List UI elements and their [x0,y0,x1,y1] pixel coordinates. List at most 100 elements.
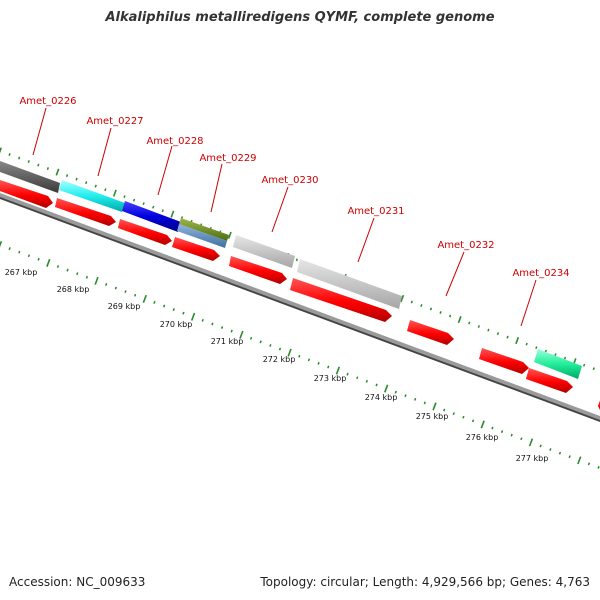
gene-label-amet-0226: Amet_0226 [19,96,76,107]
inner-ring-minor-tick [452,412,455,416]
outer-ring-major-tick [55,168,60,176]
gene-label-amet-0229: Amet_0229 [199,153,256,164]
kbp-label-276: 276 kbp [466,433,499,442]
leader-amet-0226 [32,107,47,156]
kbp-label-270: 270 kbp [160,320,193,329]
inner-ring-major-tick [384,384,389,393]
outer-ring-minor-tick [496,332,500,336]
outer-ring-minor-tick [429,307,433,311]
inner-ring-major-tick [480,420,485,429]
inner-ring-minor-tick [76,272,79,276]
gene-label-amet-0227: Amet_0227 [86,116,143,127]
inner-ring-minor-tick [134,293,137,297]
outer-ring-minor-tick [94,184,97,188]
gene-amet-0227-feature [59,180,125,212]
outer-ring-minor-tick [152,205,155,209]
inner-ring-minor-tick [365,379,368,383]
gene-labels: Amet_0226 Amet_0227 Amet_0228 Amet_0229 … [19,96,569,279]
outer-ring-minor-tick [535,346,538,350]
genome-backbone [0,193,600,422]
inner-ring-minor-tick [500,430,504,434]
outer-ring-major-tick [515,337,520,345]
outer-ring-minor-tick [439,311,442,314]
inner-ring-major-tick [432,402,437,411]
reverse-gene-4 [172,237,220,261]
outer-ring-major-tick [227,231,232,239]
outer-ring-major-tick [170,210,175,218]
inner-ring-minor-tick [443,408,446,412]
inner-ring-minor-tick [37,257,40,261]
reverse-gene-3 [118,219,172,245]
gene-amet-0229-feature [179,218,229,241]
outer-ring-minor-tick [27,160,30,163]
kbp-label-269: 269 kbp [108,302,141,311]
kbp-label-277: 277 kbp [516,454,549,463]
inner-ring-minor-tick [105,283,108,286]
forward-strand-genes [0,161,582,379]
inner-ring-minor-tick [597,466,600,469]
gene-label-amet-0234: Amet_0234 [512,268,569,279]
outer-ring-minor-tick [46,167,50,170]
kbp-label-274: 274 kbp [365,393,398,402]
genome-title: Alkaliphilus metalliredigens QYMF, compl… [105,10,495,25]
inner-ring-minor-tick [201,318,204,322]
inner-tick-ring [0,241,600,469]
inner-ring-minor-tick [27,254,31,258]
outer-ring-minor-tick [75,177,78,181]
inner-ring-minor-tick [114,286,117,290]
inner-ring-minor-tick [549,448,552,451]
inner-ring-minor-tick [211,322,214,326]
kbp-label-275: 275 kbp [416,412,449,421]
inner-ring-major-tick [190,312,196,321]
outer-ring-minor-tick [563,356,567,360]
inner-ring-minor-tick [413,397,417,401]
reverse-gene-9 [526,368,573,393]
gene-amet-0226-feature [0,161,60,193]
gene-label-leaders [32,107,537,327]
reverse-gene-8 [479,348,529,374]
outer-ring-minor-tick [123,195,126,199]
reverse-gene-1 [0,180,53,208]
leader-amet-0230 [271,186,289,233]
gene-label-amet-0230: Amet_0230 [261,175,318,186]
reverse-strand-genes [0,180,600,410]
inner-ring-minor-tick [423,401,426,405]
reverse-gene-2 [55,198,116,226]
outer-ring-minor-tick [468,321,471,325]
inner-ring-major-tick [239,330,244,339]
outer-ring-minor-tick [525,342,528,346]
outer-ring-minor-tick [544,349,547,353]
reverse-gene-5 [229,256,287,284]
leader-amet-0229 [210,163,223,213]
inner-ring-minor-tick [259,340,262,344]
kbp-label-273: 273 kbp [314,374,347,383]
outer-ring-minor-tick [477,325,480,328]
inner-ring-minor-tick [269,344,272,347]
outer-ring-minor-tick [420,304,423,307]
inner-ring-major-tick [94,276,99,285]
gene-amet-0228-feature [122,201,181,232]
outer-ring-minor-tick [295,258,298,262]
inner-ring-minor-tick [249,336,253,340]
gene-label-amet-0232: Amet_0232 [437,240,494,251]
inner-ring-major-tick [335,366,341,375]
kbp-labels: 267 kbp 268 kbp 269 kbp 270 kbp 271 kbp … [5,268,549,463]
inner-ring-major-tick [287,348,292,357]
inner-ring-major-tick [46,258,51,267]
leader-amet-0231 [357,217,375,263]
outer-ring-minor-tick [448,314,452,318]
inner-ring-minor-tick [307,358,311,362]
inner-ring-minor-tick [520,437,523,441]
outer-ring-minor-tick [85,181,88,185]
inner-ring-minor-tick [375,383,378,387]
outer-ring-major-tick [400,294,405,303]
outer-ring-major-tick [112,189,117,197]
inner-ring-minor-tick [539,444,542,448]
inner-ring-minor-tick [8,247,11,251]
outer-ring-minor-tick [506,335,509,339]
inner-ring-major-tick [528,438,534,447]
inner-ring-minor-tick [278,347,282,351]
gene-label-amet-0228: Amet_0228 [146,136,203,147]
leader-amet-0234 [520,279,537,327]
